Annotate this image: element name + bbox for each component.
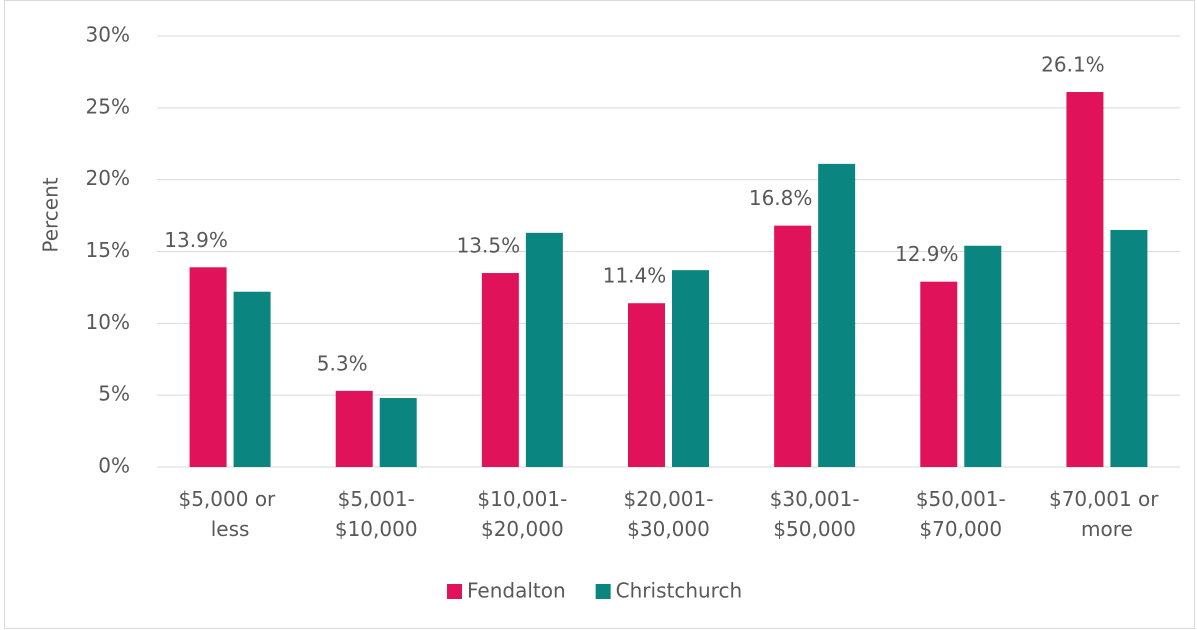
bar: [920, 281, 958, 467]
x-tick-label: $30,001- $50,000: [770, 487, 860, 541]
bar: [774, 225, 812, 467]
y-tick-label: 20%: [86, 166, 130, 190]
x-tick-line: $10,000: [335, 517, 418, 541]
x-tick-line: $5,001-: [338, 487, 415, 511]
legend-swatch: [595, 584, 611, 599]
chart-border: [4, 0, 1195, 629]
data-label: 11.4%: [603, 264, 667, 288]
bar: [189, 267, 227, 467]
legend-label: Fendalton: [467, 579, 566, 603]
x-tick-line: $30,000: [627, 517, 710, 541]
x-tick-label: $5,001- $10,000: [335, 487, 418, 541]
bar: [233, 291, 271, 467]
x-tick-label: $70,001 or more: [1049, 487, 1165, 541]
y-tick-label: 15%: [86, 238, 130, 262]
x-tick-line: $20,001-: [624, 487, 714, 511]
x-tick-label: $50,001- $70,000: [916, 487, 1006, 541]
x-tick-label: $20,001- $30,000: [624, 487, 714, 541]
x-tick-line: $50,000: [773, 517, 856, 541]
bar: [1066, 92, 1104, 467]
x-tick-line: $10,001-: [477, 487, 567, 511]
x-tick-line: $5,000 or: [178, 487, 281, 511]
data-label: 16.8%: [749, 186, 813, 210]
data-label: 26.1%: [1041, 53, 1105, 77]
bar: [818, 163, 856, 467]
bar: [525, 232, 563, 467]
x-tick-line: $30,001-: [770, 487, 860, 511]
x-tick-label: $5,000 or less: [178, 487, 281, 541]
data-label: 12.9%: [895, 242, 959, 266]
x-tick-line: $70,001 or: [1049, 487, 1165, 511]
x-tick-line: less: [211, 517, 250, 541]
data-label: 13.9%: [164, 228, 228, 252]
legend-label: Christchurch: [616, 579, 742, 603]
bar: [379, 398, 417, 467]
bar: [481, 273, 519, 467]
x-tick-line: $50,001-: [916, 487, 1006, 511]
y-tick-label: 30%: [86, 23, 130, 47]
legend-swatch: [447, 584, 462, 599]
y-axis-label: Percent: [39, 177, 63, 252]
bar: [672, 270, 709, 467]
x-tick-line: $20,000: [481, 517, 564, 541]
y-tick-label: 25%: [86, 94, 130, 118]
bar: [964, 245, 1002, 467]
data-label: 13.5%: [457, 234, 521, 258]
bar: [335, 390, 373, 467]
x-tick-line: $70,000: [919, 517, 1002, 541]
y-tick-label: 10%: [86, 310, 130, 334]
y-tick-label: 0%: [98, 454, 130, 478]
x-tick-line: more: [1081, 517, 1133, 541]
data-label: 5.3%: [317, 351, 368, 375]
bar: [628, 303, 665, 467]
bar: [1110, 229, 1148, 467]
y-tick-label: 5%: [98, 382, 130, 406]
x-tick-label: $10,001- $20,000: [477, 487, 567, 541]
